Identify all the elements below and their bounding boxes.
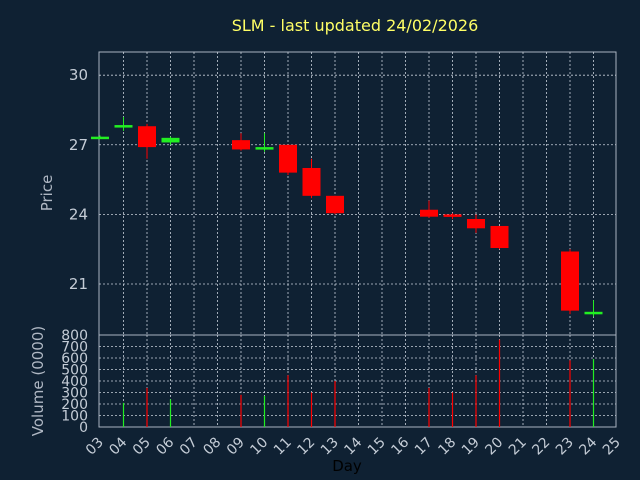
volume-tick-label: 300: [61, 386, 88, 402]
volume-tick-label: 800: [61, 328, 88, 344]
day-tick-label: 07: [177, 435, 201, 459]
candle-body: [584, 311, 603, 315]
candle: [255, 133, 274, 152]
volume-tick-label: 100: [61, 409, 88, 425]
day-tick-label: 24: [576, 434, 600, 458]
day-tick-label: 19: [459, 435, 483, 459]
candle-body: [467, 219, 485, 229]
candle: [467, 214, 485, 233]
price-axis: 21 24 27 30: [69, 66, 88, 293]
day-tick-label: 03: [83, 435, 107, 459]
day-tick-label: 20: [482, 435, 506, 459]
volume-tick-label: 200: [61, 397, 88, 413]
price-tick-label: 27: [69, 136, 88, 154]
candle: [302, 158, 321, 199]
day-tick-label: 21: [506, 435, 530, 459]
day-tick-label: 14: [341, 434, 365, 458]
x-axis-label: Day: [332, 457, 362, 475]
candle-body: [255, 147, 274, 150]
candle: [443, 213, 462, 220]
chart-title: SLM - last updated 24/02/2026: [232, 16, 479, 35]
day-tick-label: 11: [271, 435, 295, 459]
candle: [232, 133, 250, 151]
candle: [420, 200, 438, 218]
candle-body: [443, 214, 462, 217]
day-tick-label: 06: [153, 434, 177, 458]
price-panel-frame: [98, 51, 617, 336]
candle-body: [561, 251, 579, 311]
volume-tick-label: 700: [61, 340, 88, 356]
candle: [138, 123, 156, 159]
candle-body: [490, 225, 509, 249]
candle: [91, 135, 109, 140]
price-tick-label: 30: [69, 66, 88, 84]
price-tick-label: 21: [69, 275, 88, 293]
day-tick-label: 16: [388, 434, 412, 458]
day-tick-label: 12: [294, 435, 318, 459]
candle-body: [302, 167, 321, 196]
candle-body: [232, 140, 250, 150]
day-tick-label: 08: [200, 435, 224, 459]
volume-tick-label: 400: [61, 374, 88, 390]
candle: [161, 136, 180, 145]
day-tick-label: 22: [529, 435, 553, 459]
price-candles: [91, 116, 603, 317]
candle: [561, 249, 579, 315]
candle-body: [420, 209, 438, 217]
volume-axis-label: Volume (0000): [29, 326, 47, 436]
day-tick-label: 18: [435, 435, 459, 459]
candle: [490, 225, 509, 250]
day-tick-label: 10: [247, 435, 271, 459]
volume-tick-label: 600: [61, 351, 88, 367]
volume-bars: [122, 339, 595, 427]
candle: [279, 144, 297, 175]
day-tick-label: 23: [553, 435, 577, 459]
day-tick-label: 05: [130, 435, 154, 459]
day-tick-label: 13: [318, 435, 342, 459]
candle: [326, 195, 344, 215]
candle: [584, 300, 603, 317]
candle-body: [326, 195, 344, 214]
grid-lines: [99, 52, 616, 427]
day-tick-label: 15: [365, 435, 389, 459]
candle-body: [279, 144, 297, 173]
volume-tick-label: 500: [61, 363, 88, 379]
day-tick-label: 09: [224, 435, 248, 459]
day-tick-label: 17: [412, 435, 436, 459]
candle: [114, 116, 133, 131]
candle-body: [114, 125, 133, 128]
price-axis-label: Price: [38, 175, 56, 212]
price-tick-label: 24: [69, 205, 88, 223]
day-axis: 03 04 05 06 07 08 09 10 11 12 13 14 15 16 17 18 19 20 21 22…: [83, 434, 624, 458]
candle-body: [91, 136, 109, 140]
candle-body: [161, 137, 180, 143]
candle-body: [138, 126, 156, 148]
day-tick-label: 25: [600, 435, 624, 459]
day-tick-label: 04: [106, 434, 130, 458]
volume-tick-label: 0: [79, 420, 88, 436]
